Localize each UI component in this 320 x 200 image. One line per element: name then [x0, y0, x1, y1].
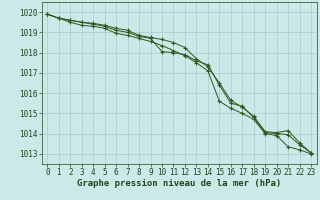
- X-axis label: Graphe pression niveau de la mer (hPa): Graphe pression niveau de la mer (hPa): [77, 179, 281, 188]
